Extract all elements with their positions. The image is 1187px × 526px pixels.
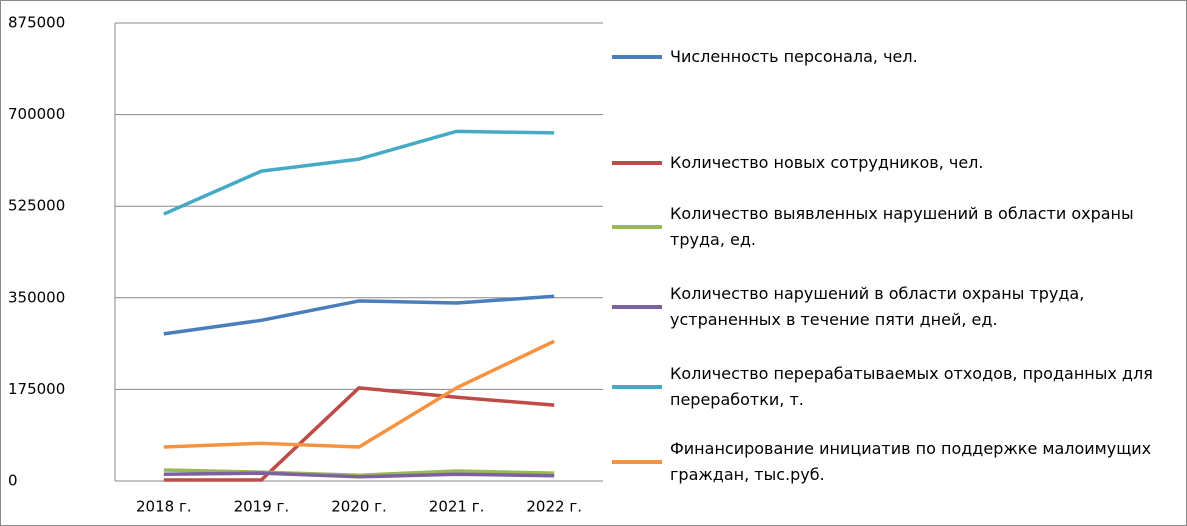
y-tick-label: 0 [8, 472, 18, 490]
legend-item: Численность персонала, чел. [612, 44, 1170, 70]
legend-item: Количество новых сотрудников, чел. [612, 150, 1170, 176]
legend-swatch [612, 385, 662, 389]
y-tick-label: 350000 [8, 288, 65, 306]
legend-item: Количество перерабатываемых отходов, про… [612, 361, 1170, 413]
legend-swatch [612, 305, 662, 309]
legend-swatch [612, 225, 662, 229]
legend-label: Количество перерабатываемых отходов, про… [670, 364, 1153, 409]
series-line [163, 129, 555, 216]
x-tick-label: 2020 г. [331, 498, 387, 516]
legend-item: Количество нарушений в области охраны тр… [612, 281, 1170, 333]
x-tick-label: 2018 г. [136, 498, 192, 516]
y-tick-label: 175000 [8, 380, 65, 398]
legend-swatch [612, 55, 662, 59]
x-tick-label: 2019 г. [234, 498, 290, 516]
legend-item: Количество выявленных нарушений в област… [612, 201, 1170, 253]
legend-label: Численность персонала, чел. [670, 47, 918, 66]
x-tick-label: 2021 г. [429, 498, 485, 516]
series-line [163, 386, 555, 482]
y-tick-label: 700000 [8, 105, 65, 123]
legend-label: Финансирование инициатив по поддержке ма… [670, 439, 1152, 484]
legend-label: Количество новых сотрудников, чел. [670, 153, 984, 172]
legend-swatch [612, 161, 662, 165]
series-line [163, 339, 555, 449]
x-tick-label: 2022 г. [526, 498, 582, 516]
y-tick-label: 525000 [8, 197, 65, 215]
legend-item: Финансирование инициатив по поддержке ма… [612, 436, 1170, 488]
legend-label: Количество выявленных нарушений в област… [670, 204, 1134, 249]
legend: Численность персонала, чел. Количество но… [612, 0, 1182, 526]
series-line [163, 471, 555, 479]
series-line [163, 294, 555, 336]
legend-swatch [612, 460, 662, 464]
y-tick-label: 875000 [8, 14, 65, 32]
legend-label: Количество нарушений в области охраны тр… [670, 284, 1085, 329]
